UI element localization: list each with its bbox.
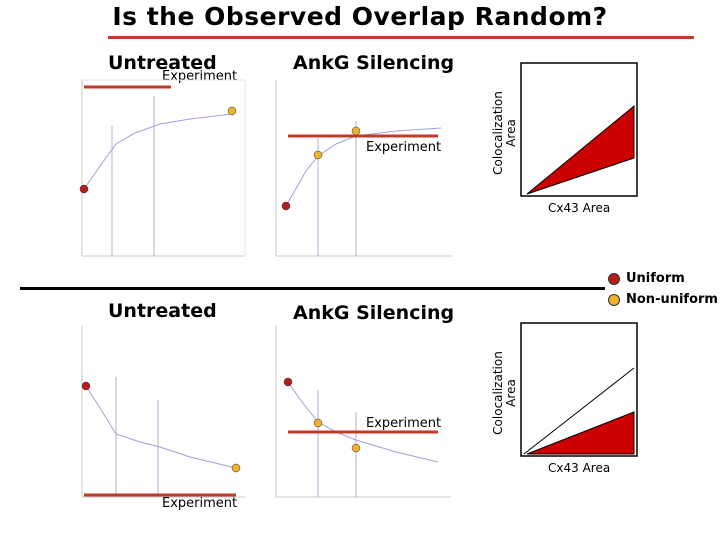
top-diagram-xlabel: Cx43 Area bbox=[548, 201, 611, 215]
legend-nonuniform: Non-uniform bbox=[608, 292, 718, 307]
top-right-nonuniform-point-2 bbox=[351, 126, 361, 136]
bottom-diagram bbox=[520, 322, 638, 457]
bottom-right-plot-frame bbox=[275, 326, 451, 498]
bottom-left-experiment-label: Experiment bbox=[162, 496, 238, 511]
bottom-left-nonuniform-point bbox=[231, 463, 241, 473]
top-left-uniform-point bbox=[79, 184, 89, 194]
title-underline bbox=[108, 36, 694, 39]
bottom-right-label: AnkG Silencing bbox=[293, 302, 455, 324]
bottom-diagram-xlabel: Cx43 Area bbox=[548, 461, 611, 475]
top-left-nonuniform-point bbox=[227, 106, 237, 116]
bottom-left-label: Untreated bbox=[108, 300, 217, 322]
bottom-left-uniform-point bbox=[81, 381, 91, 391]
nonuniform-dot-icon bbox=[608, 293, 620, 306]
top-right-plot-frame bbox=[275, 80, 451, 257]
top-right-experiment-label: Experiment bbox=[366, 140, 442, 155]
bottom-left-plot-frame bbox=[81, 326, 245, 498]
bottom-diagram-ylabel: Colocalization Area bbox=[491, 351, 518, 435]
uniform-dot-icon bbox=[608, 272, 620, 285]
top-left-plot bbox=[79, 79, 246, 257]
top-right-label: AnkG Silencing bbox=[293, 52, 455, 74]
top-right-uniform-point bbox=[281, 201, 291, 211]
bottom-left-trend-line bbox=[85, 385, 237, 469]
top-right-plot bbox=[275, 80, 451, 257]
top-diagram bbox=[520, 62, 638, 197]
slide-title: Is the Observed Overlap Random? bbox=[112, 2, 608, 31]
top-right-trend-line bbox=[285, 127, 442, 207]
bottom-right-plot bbox=[275, 326, 451, 498]
bottom-diagram-fill-region bbox=[526, 411, 635, 455]
bottom-right-nonuniform-point-1 bbox=[313, 418, 323, 428]
legend-uniform: Uniform bbox=[608, 271, 685, 286]
top-left-label: Untreated bbox=[108, 52, 217, 74]
top-diagram-ylabel: Colocalization Area bbox=[491, 91, 518, 175]
bottom-right-experiment-label: Experiment bbox=[366, 416, 442, 431]
bottom-left-plot bbox=[81, 326, 245, 498]
top-left-plot-frame bbox=[81, 79, 246, 257]
bottom-diagram-diagonal bbox=[523, 367, 635, 455]
bottom-right-uniform-point bbox=[283, 377, 293, 387]
section-divider bbox=[20, 287, 605, 290]
top-left-trend-line bbox=[83, 113, 233, 190]
bottom-right-nonuniform-point-2 bbox=[351, 443, 361, 453]
top-right-nonuniform-point-1 bbox=[313, 150, 323, 160]
top-diagram-fill-region bbox=[526, 104, 635, 195]
